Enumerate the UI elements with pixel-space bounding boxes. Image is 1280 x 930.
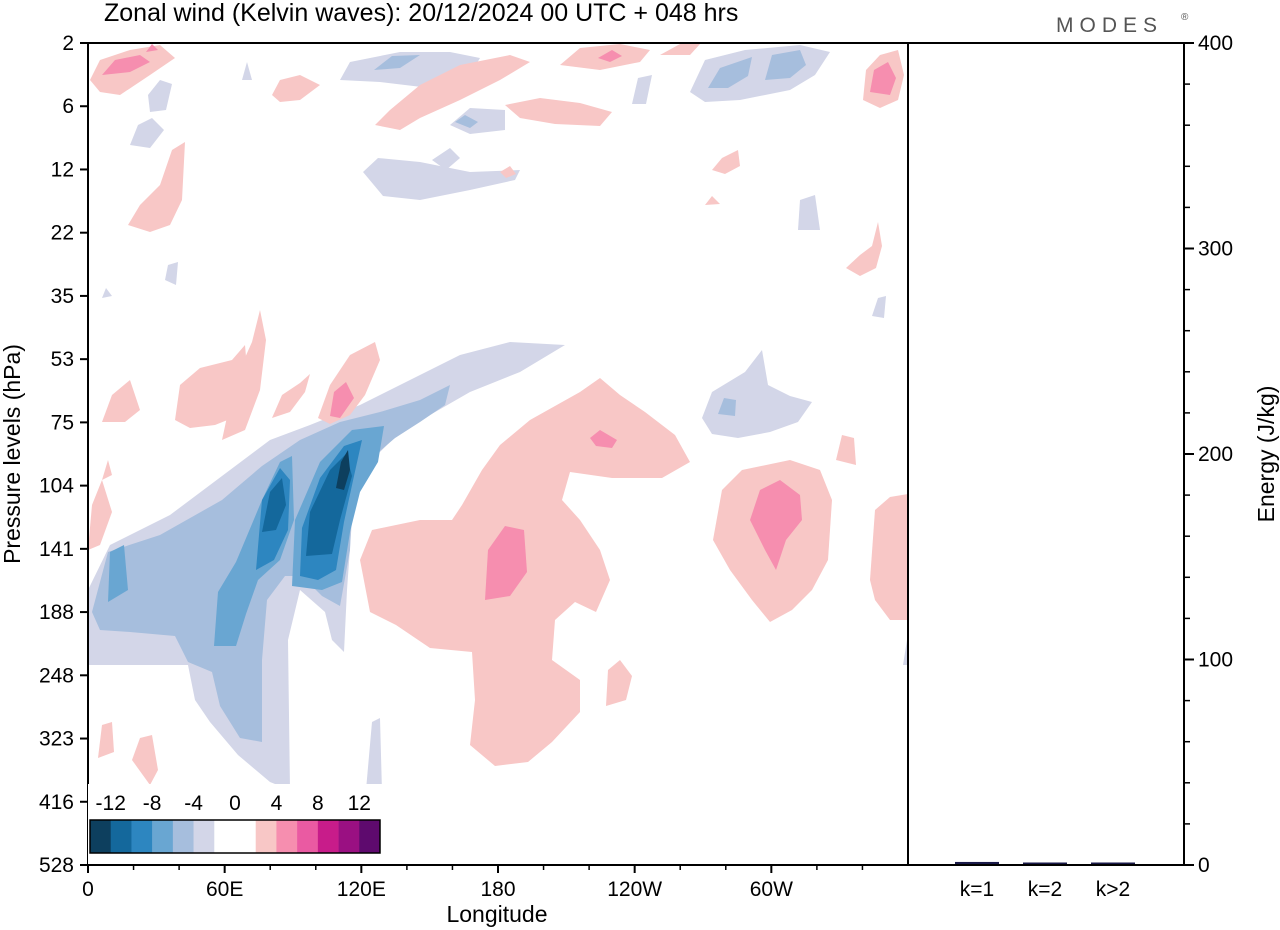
pressure-tick-label: 2 — [62, 32, 74, 55]
wavenumber-label: k=2 — [1028, 878, 1062, 901]
negative-anomaly-main — [88, 342, 565, 792]
pressure-tick-label: 141 — [39, 538, 74, 561]
energy-tick-label: 100 — [1198, 649, 1233, 672]
positive-anomaly-main — [88, 378, 908, 766]
pressure-tick-label: 528 — [39, 854, 74, 877]
energy-bar — [955, 861, 999, 864]
colorbar-swatch — [255, 820, 277, 853]
registered-mark-icon: ® — [1181, 12, 1189, 23]
positive-anomaly-upper — [90, 44, 904, 865]
colorbar-label: 4 — [271, 792, 283, 815]
pressure-tick-label: 22 — [51, 222, 74, 245]
pressure-axis: 2 6 12 22 35 53 75 104 141 188 248 323 416 528 — [39, 32, 88, 877]
energy-tick-label: 300 — [1198, 238, 1233, 261]
colorbar-label: 0 — [229, 792, 241, 815]
pressure-tick-label: 104 — [39, 475, 74, 498]
colorbar-swatch — [359, 820, 381, 853]
longitude-axis: 0 60E 120E 180 120W 60W — [82, 865, 864, 901]
wavenumber-label: k=1 — [960, 878, 994, 901]
modes-logo: MODES — [1056, 14, 1163, 37]
colorbar-label: 12 — [348, 792, 371, 815]
colorbar-swatch — [276, 820, 298, 853]
wavenumber-axis: k=1 k=2 k>2 — [960, 878, 1130, 901]
chart-title: Zonal wind (Kelvin waves): 20/12/2024 00… — [104, 0, 738, 27]
colorbar-swatch — [338, 820, 360, 853]
colorbar-label: -8 — [143, 792, 162, 815]
colorbar-swatch — [235, 820, 257, 853]
energy-axis: 0 100 200 300 400 — [1184, 32, 1233, 877]
colorbar-swatch — [152, 820, 174, 853]
colorbar-frame — [89, 819, 381, 854]
longitude-tick-label: 0 — [82, 878, 94, 901]
longitude-tick-label: 60W — [750, 878, 793, 901]
colorbar-swatch — [297, 820, 319, 853]
colorbar-label: -12 — [96, 792, 126, 815]
colorbar-label: 8 — [312, 792, 324, 815]
colorbar-swatch — [214, 820, 236, 853]
colorbar-label: -4 — [184, 792, 203, 815]
energy-tick-label: 200 — [1198, 443, 1233, 466]
contour-field — [88, 44, 908, 865]
pressure-tick-label: 323 — [39, 728, 74, 751]
pressure-tick-label: 53 — [51, 348, 74, 371]
pressure-tick-label: 12 — [51, 158, 74, 181]
pressure-tick-label: 75 — [51, 411, 74, 434]
pressure-tick-label: 6 — [62, 95, 74, 118]
longitude-tick-label: 60E — [206, 878, 243, 901]
energy-tick-label: 0 — [1198, 854, 1210, 877]
longitude-tick-label: 120E — [337, 878, 386, 901]
x-axis-title: Longitude — [446, 901, 547, 927]
energy-axis-title: Energy (J/kg) — [1253, 386, 1279, 523]
pressure-tick-label: 188 — [39, 601, 74, 624]
colorbar-swatch — [110, 820, 132, 853]
longitude-tick-label: 180 — [480, 878, 515, 901]
colorbar-swatch — [172, 820, 194, 853]
energy-bar — [1023, 862, 1067, 864]
y-axis-title: Pressure levels (hPa) — [0, 344, 25, 564]
colorbar-swatch — [90, 820, 112, 853]
wavenumber-label: k>2 — [1096, 878, 1130, 901]
energy-bar — [1091, 862, 1135, 864]
colorbar-swatch — [193, 820, 215, 853]
energy-bars — [955, 861, 1135, 864]
pressure-tick-label: 416 — [39, 791, 74, 814]
colorbar-legend: -12 -8 -4 0 4 8 12 — [88, 784, 394, 864]
colorbar-swatch — [317, 820, 339, 853]
energy-tick-label: 400 — [1198, 32, 1233, 55]
colorbar-swatch — [131, 820, 153, 853]
pressure-tick-label: 248 — [39, 664, 74, 687]
longitude-tick-label: 120W — [607, 878, 662, 901]
pressure-tick-label: 35 — [51, 285, 74, 308]
